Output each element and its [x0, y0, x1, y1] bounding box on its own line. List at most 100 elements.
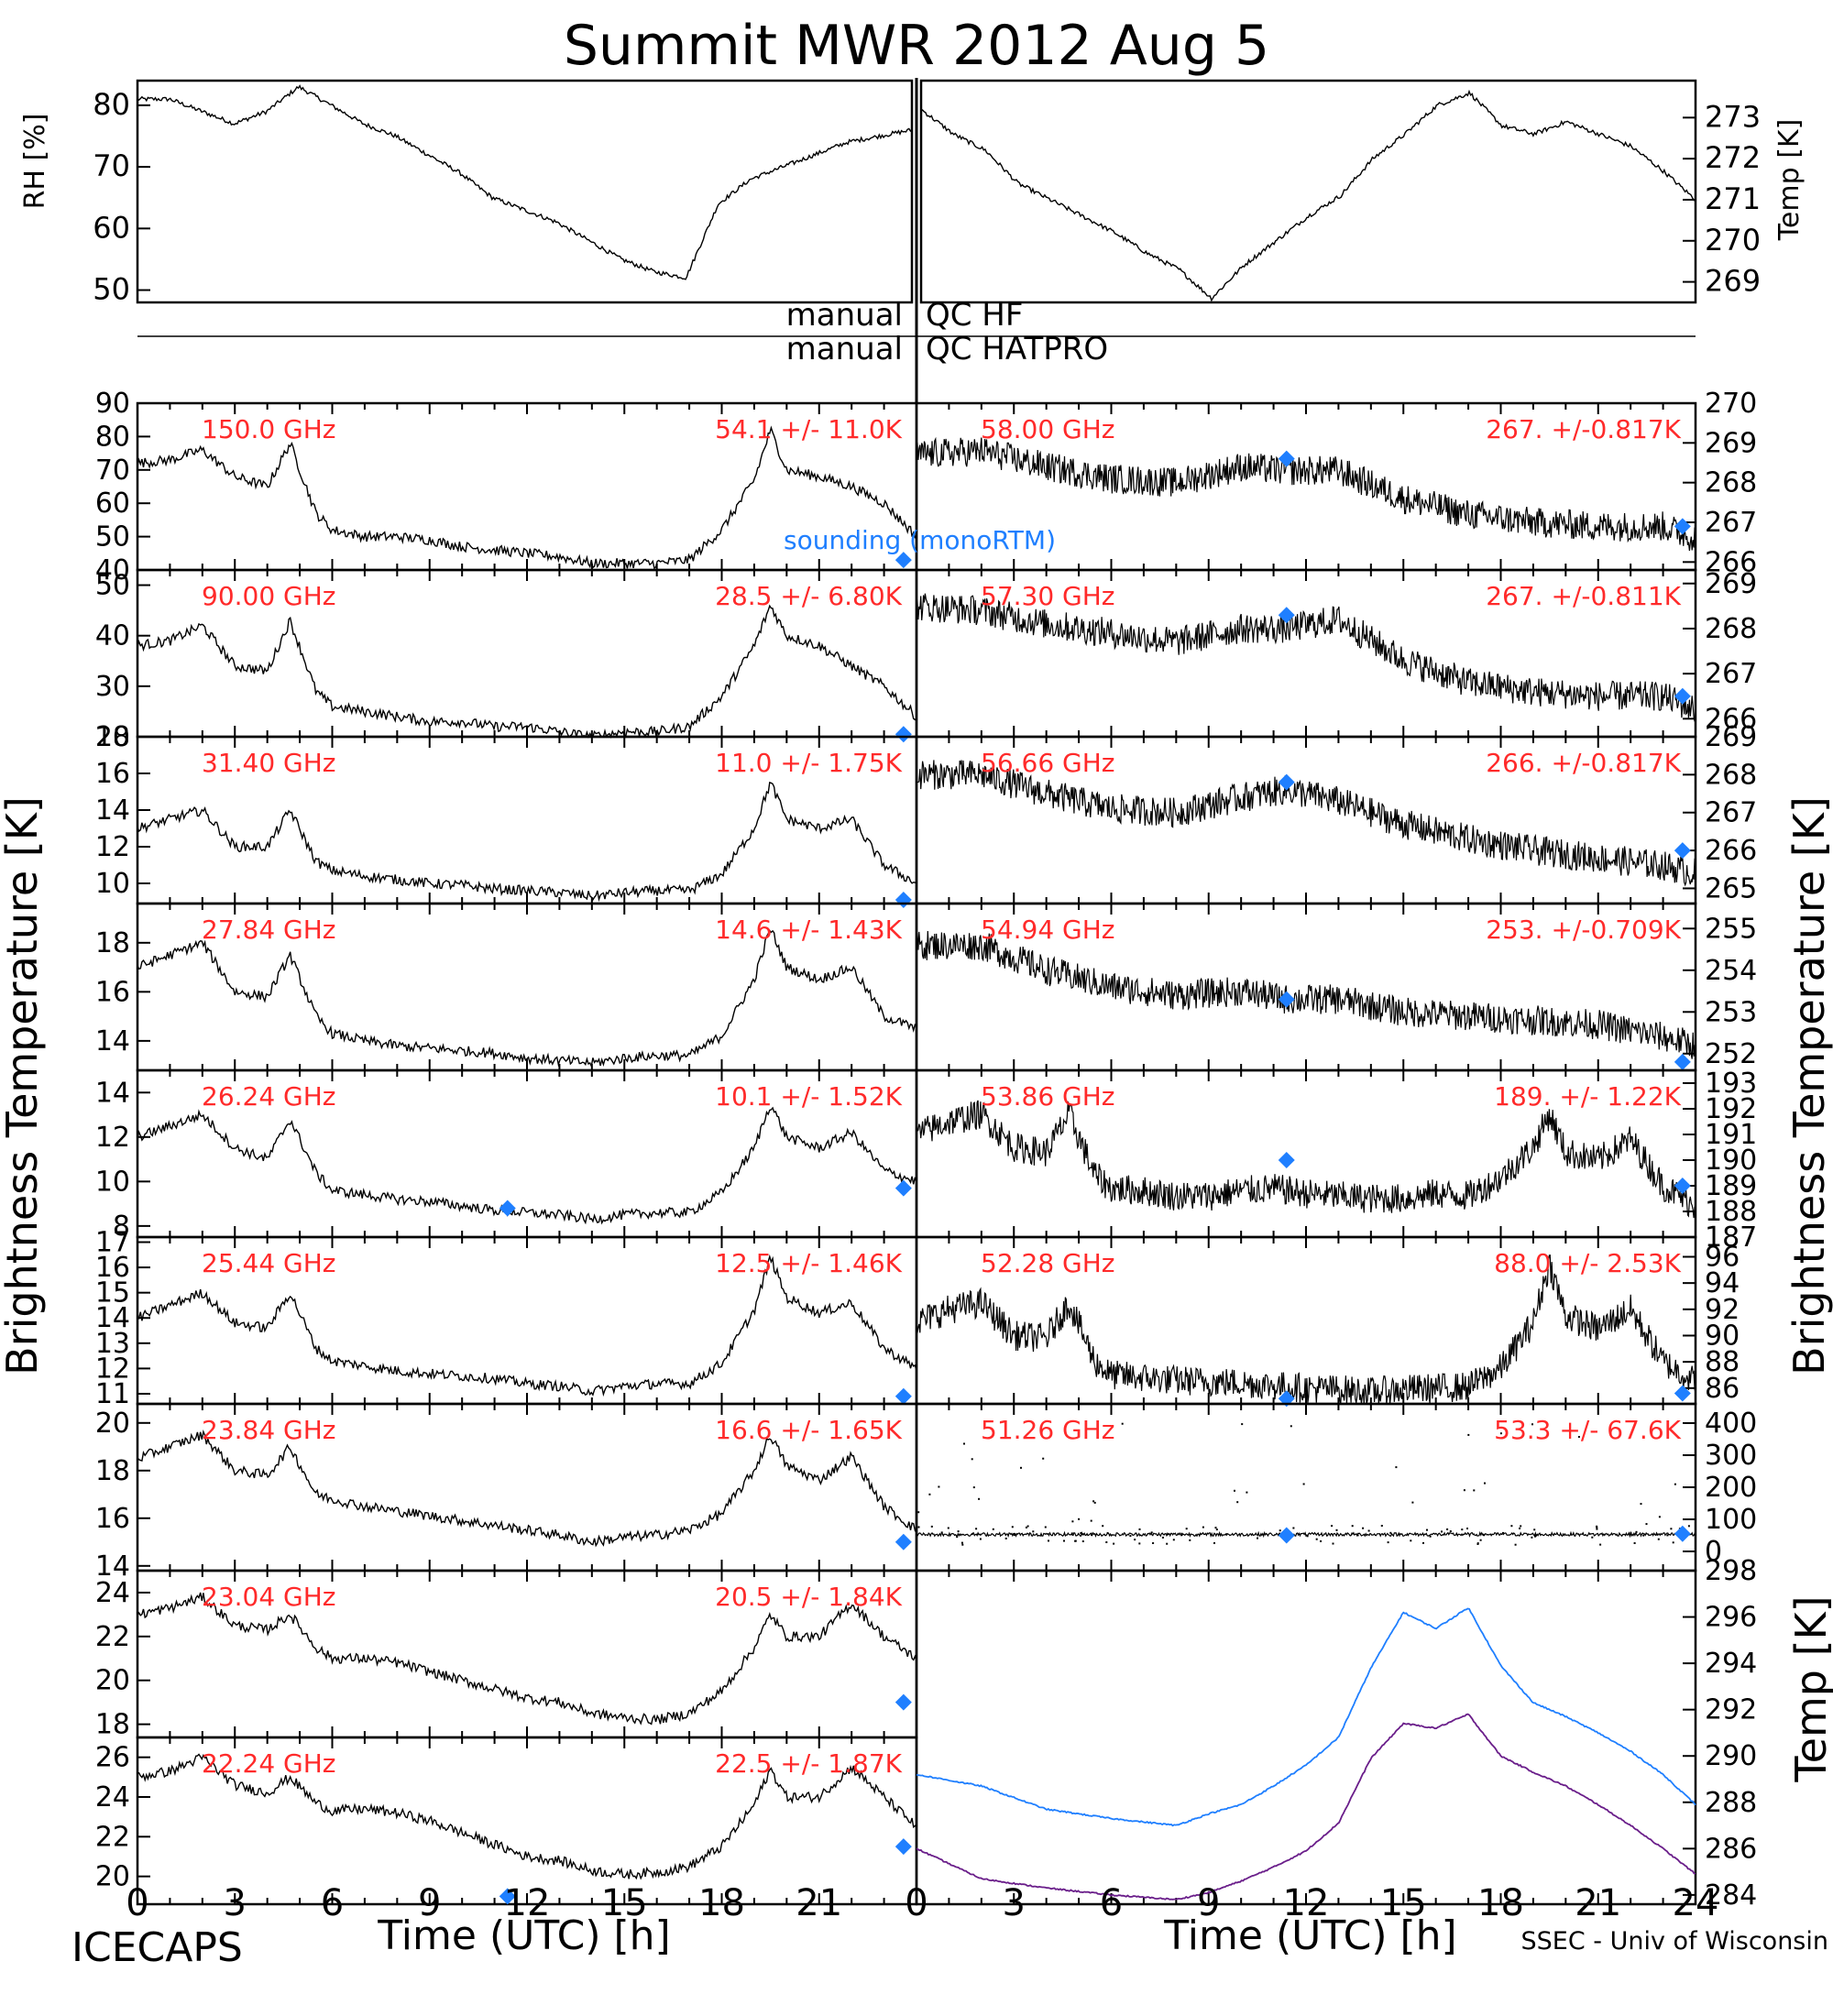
scatter-point	[1422, 1541, 1424, 1544]
panel-frame	[915, 1569, 1697, 1906]
scatter-point	[1596, 1528, 1598, 1530]
frequency-label: 57.30 GHz	[981, 581, 1115, 611]
y-tick-label: 14	[95, 1077, 130, 1109]
y-tick-label: 16	[95, 758, 130, 790]
scatter-point	[1630, 1532, 1632, 1535]
series-line	[137, 425, 917, 570]
scatter-point	[1429, 1535, 1432, 1538]
time-tick-label: 3	[1003, 1882, 1026, 1924]
qc-hatpro-label-right: QC HATPRO	[926, 331, 1108, 367]
time-tick-label: 0	[905, 1882, 927, 1924]
y-tick-label: 13	[95, 1328, 130, 1360]
frequency-label: 90.00 GHz	[202, 581, 336, 611]
y-tick-label: 267	[1705, 507, 1757, 539]
scatter-point	[1533, 1528, 1536, 1531]
series-line	[916, 1530, 1696, 1539]
scatter-point	[1025, 1526, 1027, 1528]
y-tick-label: 60	[95, 488, 130, 520]
panel-blackbody: 284 286 288 290 292 294 296 298	[915, 1555, 1757, 1912]
sounding-marker	[895, 1838, 912, 1856]
scatter-point	[1596, 1526, 1598, 1528]
scatter-point	[1172, 1539, 1175, 1541]
x-axis-label-right: Time (UTC) [h]	[1163, 1912, 1456, 1959]
panel-ch54: 252 253 254 255 54.94 GHz 253. +/-0.709K	[915, 902, 1757, 1072]
scatter-point	[1078, 1517, 1081, 1520]
y-tick-label: 12	[95, 1353, 130, 1385]
sounding-marker	[1674, 1525, 1691, 1542]
sounding-marker	[1674, 1178, 1691, 1194]
scatter-point	[1514, 1543, 1517, 1546]
scatter-point	[956, 1536, 959, 1539]
statistics-label: 11.0 +/- 1.75K	[715, 748, 902, 778]
scatter-point	[1687, 1525, 1690, 1528]
scatter-point	[1166, 1542, 1169, 1545]
scatter-point	[1214, 1527, 1217, 1529]
time-tick-label: 6	[321, 1882, 344, 1924]
y-tick-label: 50	[93, 272, 130, 307]
scatter-point	[1658, 1516, 1661, 1518]
frequency-label: 31.40 GHz	[202, 748, 336, 778]
y-tick-label: 10	[95, 1166, 130, 1198]
y-tick-label: 268	[1705, 759, 1757, 791]
scatter-point	[1070, 1532, 1073, 1535]
scatter-point	[1520, 1525, 1522, 1528]
time-tick-label: 24	[1673, 1882, 1719, 1924]
series-line	[916, 1100, 1696, 1219]
frequency-label: 54.94 GHz	[981, 915, 1115, 945]
y-tick-label: 294	[1705, 1648, 1757, 1680]
panel-ch23_04: 18 20 22 24 23.04 GHz 20.5 +/- 1.84K	[95, 1569, 918, 1741]
scatter-point	[1476, 1542, 1479, 1545]
scatter-point	[1257, 1537, 1258, 1539]
y-tick-label: 14	[95, 1302, 130, 1334]
y-tick-label: 14	[95, 1025, 130, 1057]
scatter-point	[1380, 1525, 1383, 1527]
y-tick-label: 20	[95, 1861, 130, 1893]
panel-ch26: 8 10 12 14 26.24 GHz 10.1 +/- 1.52K	[95, 1068, 918, 1243]
y-tick-label: 60	[93, 210, 130, 245]
scatter-point	[1138, 1542, 1141, 1545]
scatter-point	[1121, 1422, 1124, 1425]
scatter-point	[1020, 1466, 1022, 1469]
scatter-point	[1225, 1533, 1228, 1536]
y-tick-label: 269	[1705, 264, 1761, 299]
tb-axis-label-left: Brightness Temperature [K]	[0, 796, 47, 1375]
frequency-label: 26.24 GHz	[202, 1081, 336, 1112]
frequency-label: 51.26 GHz	[981, 1415, 1115, 1445]
statistics-label: 22.5 +/- 1.87K	[715, 1748, 902, 1779]
air-temperature-panel: 269 270 271 272 273	[919, 79, 1761, 304]
statistics-label: 253. +/-0.709K	[1486, 915, 1681, 945]
scatter-point	[1279, 1529, 1281, 1532]
statistics-label: 267. +/-0.811K	[1486, 581, 1681, 611]
scatter-point	[1463, 1489, 1465, 1492]
y-tick-label: 50	[95, 521, 130, 553]
scatter-point	[1502, 1531, 1504, 1534]
scatter-point	[1473, 1489, 1476, 1492]
scatter-point	[1113, 1542, 1115, 1545]
scatter-point	[1063, 1539, 1065, 1542]
y-tick-label: 269	[1705, 721, 1757, 753]
scatter-point	[1635, 1530, 1638, 1533]
scatter-point	[1446, 1528, 1449, 1530]
scatter-point	[1315, 1538, 1318, 1540]
scatter-point	[1241, 1423, 1244, 1426]
y-tick-label: 189	[1705, 1170, 1757, 1202]
y-tick-label: 190	[1705, 1145, 1757, 1177]
frequency-label: 22.24 GHz	[202, 1748, 336, 1779]
scatter-point	[1657, 1538, 1660, 1540]
x-axis-label-left: Time (UTC) [h]	[377, 1912, 670, 1959]
time-tick-label: 15	[601, 1882, 648, 1924]
y-tick-label: 12	[95, 831, 130, 863]
scatter-point	[1215, 1528, 1218, 1531]
y-tick-label: 284	[1705, 1879, 1757, 1912]
scatter-point	[963, 1442, 965, 1445]
scatter-point	[1026, 1525, 1029, 1528]
y-tick-label: 15	[95, 1277, 130, 1309]
scatter-point	[1672, 1541, 1674, 1544]
tb-axis-label-right: Brightness Temperature [K]	[1784, 796, 1833, 1375]
y-tick-label: 92	[1705, 1294, 1740, 1326]
y-tick-label: 268	[1705, 613, 1757, 645]
scatter-point	[1213, 1542, 1215, 1544]
